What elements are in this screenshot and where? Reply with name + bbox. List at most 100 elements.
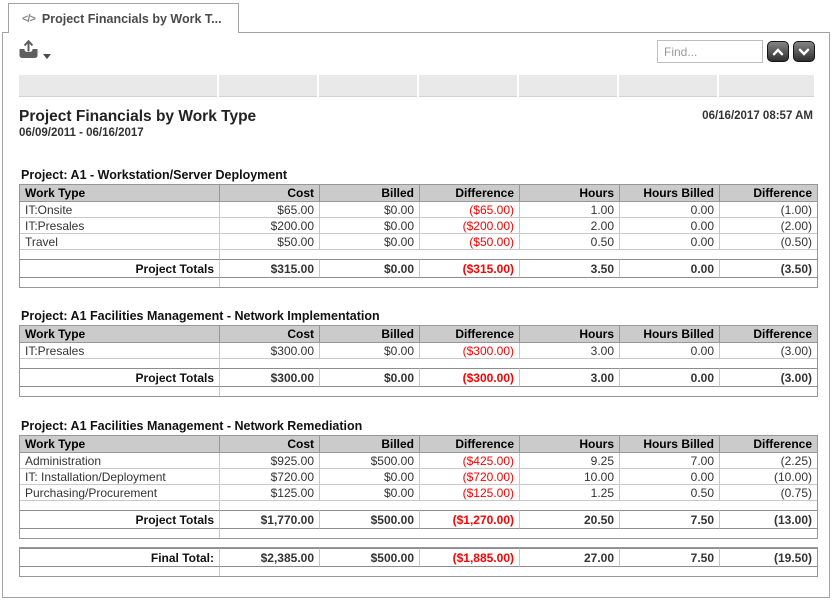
table-row: Purchasing/Procurement $125.00 $0.00 ($125.…: [20, 485, 817, 501]
project-title: Project: A1 - Workstation/Server Deploym…: [21, 168, 288, 182]
final-total-row: Final Total: $2,385.00 $500.00 ($1,885.00) 2…: [20, 548, 817, 567]
table-cell: 7.00: [620, 453, 720, 469]
table-cell: $300.00: [220, 343, 320, 359]
project-totals-row: Project Totals $315.00 $0.00 ($315.00) 3.50 0…: [20, 259, 817, 278]
totals-cell: 0.00: [620, 259, 720, 278]
ruler-cell: [519, 75, 617, 97]
column-header: Difference: [420, 326, 520, 343]
table-cell: (0.75): [720, 485, 817, 501]
table-cell: 9.25: [520, 453, 620, 469]
totals-cell: (19.50): [720, 548, 817, 567]
totals-cell: 7.50: [620, 510, 720, 529]
final-total-table: Final Total: $2,385.00 $500.00 ($1,885.00) 2…: [19, 547, 818, 577]
column-header: Billed: [320, 326, 420, 343]
ruler-cell: [319, 75, 417, 97]
table-header-row: Work Type Cost Billed Difference Hours Hours …: [20, 326, 817, 343]
column-header: Cost: [220, 185, 320, 202]
toolbar: [3, 33, 829, 63]
code-icon: </>: [22, 12, 36, 25]
table-row: IT:Presales $200.00 $0.00 ($200.00) 2.00 0.00…: [20, 218, 817, 234]
table-cell: IT: Installation/Deployment: [20, 469, 220, 485]
column-header: Cost: [220, 436, 320, 453]
column-header: Billed: [320, 185, 420, 202]
table-row: IT:Presales $300.00 $0.00 ($300.00) 3.00 0.00…: [20, 343, 817, 359]
table-cell: 1.00: [520, 202, 620, 218]
table-header-row: Work Type Cost Billed Difference Hours Hours …: [20, 185, 817, 202]
spacer-row: [20, 567, 817, 576]
spacer-row: [20, 529, 817, 538]
column-header: Hours Billed: [620, 185, 720, 202]
table-cell: IT:Presales: [20, 218, 220, 234]
table-header-row: Work Type Cost Billed Difference Hours Hours …: [20, 436, 817, 453]
table-cell: (3.00): [720, 343, 817, 359]
ruler-cell: [219, 75, 317, 97]
table-cell: ($125.00): [420, 485, 520, 501]
column-header: Billed: [320, 436, 420, 453]
totals-cell: $500.00: [320, 510, 420, 529]
column-header: Difference: [720, 326, 817, 343]
table-cell: IT:Onsite: [20, 202, 220, 218]
totals-cell: (3.00): [720, 368, 817, 387]
table-row: IT: Installation/Deployment $720.00 $0.00(…: [20, 469, 817, 485]
totals-cell: 20.50: [520, 510, 620, 529]
ruler-cell: [19, 75, 217, 97]
table-cell: $0.00: [320, 234, 420, 250]
table-cell: 0.50: [620, 485, 720, 501]
table-cell: 0.00: [620, 218, 720, 234]
financials-table: Work Type Cost Billed Difference Hours Hours …: [19, 325, 818, 397]
final-total-section: Final Total: $2,385.00 $500.00 ($1,885.00) 2…: [19, 547, 818, 577]
report-section: Project: A1 - Workstation/Server Deploym…: [19, 168, 818, 288]
column-header: Work Type: [20, 436, 220, 453]
column-header: Hours Billed: [620, 326, 720, 343]
spacer-row: [20, 387, 817, 396]
table-cell: IT:Presales: [20, 343, 220, 359]
report-section: Project: A1 Facilities Management - Netw…: [19, 419, 818, 539]
table-cell: $0.00: [320, 343, 420, 359]
tab-bar: </> Project Financials by Work T...: [2, 2, 830, 34]
totals-cell: ($1,270.00): [420, 510, 520, 529]
totals-cell: $0.00: [320, 259, 420, 278]
column-header: Hours: [520, 436, 620, 453]
totals-cell: 7.50: [620, 548, 720, 567]
report-generated-timestamp: 06/16/2017 08:57 AM: [702, 110, 813, 122]
report-section: Project: A1 Facilities Management - Netw…: [19, 309, 818, 397]
project-totals-row: Project Totals $300.00 $0.00 ($300.00) 3.00 0…: [20, 368, 817, 387]
totals-label: Project Totals: [20, 259, 220, 278]
table-cell: (2.25): [720, 453, 817, 469]
table-cell: $500.00: [320, 453, 420, 469]
chevron-down-icon: [798, 48, 810, 56]
totals-cell: (13.00): [720, 510, 817, 529]
table-row: Travel $50.00 $0.00 ($50.00) 0.50 0.00 (0.50): [20, 234, 817, 250]
table-cell: $925.00: [220, 453, 320, 469]
find-next-button[interactable]: [793, 41, 815, 62]
find-input[interactable]: [657, 40, 763, 63]
totals-cell: $315.00: [220, 259, 320, 278]
table-cell: 0.00: [620, 469, 720, 485]
export-menu-button[interactable]: [17, 39, 51, 65]
table-row: IT:Onsite $65.00 $0.00 ($65.00) 1.00 0.00 (1.0…: [20, 202, 817, 218]
table-cell: 0.00: [620, 343, 720, 359]
column-header: Difference: [420, 185, 520, 202]
chevron-up-icon: [772, 47, 784, 55]
table-cell: (1.00): [720, 202, 817, 218]
column-header: Work Type: [20, 185, 220, 202]
totals-cell: $1,770.00: [220, 510, 320, 529]
totals-label: Project Totals: [20, 510, 220, 529]
column-header: Hours Billed: [620, 436, 720, 453]
table-cell: ($720.00): [420, 469, 520, 485]
totals-cell: $0.00: [320, 368, 420, 387]
tab-project-financials[interactable]: </> Project Financials by Work T...: [8, 3, 239, 34]
totals-cell: ($300.00): [420, 368, 520, 387]
table-cell: ($50.00): [420, 234, 520, 250]
column-header: Work Type: [20, 326, 220, 343]
table-cell: 3.00: [520, 343, 620, 359]
ruler-cell: [419, 75, 517, 97]
spacer-row: [20, 250, 817, 259]
find-previous-button[interactable]: [767, 41, 789, 62]
table-cell: ($200.00): [420, 218, 520, 234]
table-cell: (10.00): [720, 469, 817, 485]
table-cell: ($65.00): [420, 202, 520, 218]
column-header: Cost: [220, 326, 320, 343]
spacer-row: [20, 501, 817, 510]
report-date-range: 06/09/2011 - 06/16/2017: [19, 127, 144, 139]
